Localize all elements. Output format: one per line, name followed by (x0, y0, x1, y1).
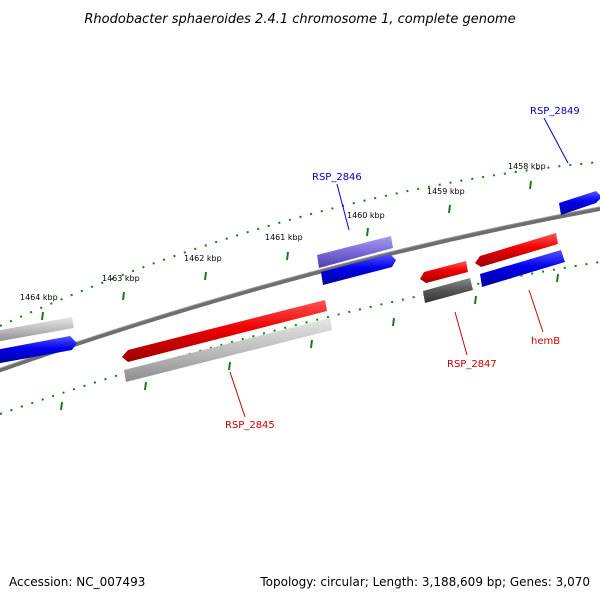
cds-feature-reverse (321, 254, 396, 285)
gene-label-rsp-2847: RSP_2847 (447, 359, 497, 370)
kbp-label: 1460 kbp (347, 211, 385, 220)
kbp-labels: 1464 kbp 1463 kbp 1462 kbp 1461 kbp 1460… (20, 162, 546, 302)
misc-feature (317, 236, 393, 268)
kbp-label: 1464 kbp (20, 293, 58, 302)
gene-label-hemb: hemB (531, 336, 560, 347)
outer-major-ticks (41, 180, 532, 321)
rna-feature (423, 278, 473, 303)
cds-feature-forward (420, 261, 468, 283)
map-title: Rhodobacter sphaeroides 2.4.1 chromosome… (84, 12, 515, 27)
outer-tick-ring (0, 161, 600, 327)
gene-labels: RSP_2849 RSP_2846 RSP_2845 RSP_2847 hemB (225, 106, 580, 431)
cds-feature-forward (122, 300, 327, 362)
cds-feature-reverse (559, 191, 600, 215)
cds-feature-forward (475, 233, 558, 267)
kbp-label: 1462 kbp (184, 254, 222, 263)
genome-summary-text: Topology: circular; Length: 3,188,609 bp… (259, 575, 590, 589)
cds-feature-reverse (0, 336, 77, 364)
gene-feature (0, 317, 74, 342)
features (0, 191, 600, 382)
gene-label-rsp-2846: RSP_2846 (312, 172, 362, 183)
inner-major-ticks (60, 273, 559, 411)
accession-text: Accession: NC_007493 (9, 575, 145, 589)
kbp-label: 1461 kbp (265, 233, 303, 242)
gene-label-rsp-2845: RSP_2845 (225, 420, 275, 431)
gene-label-rsp-2849: RSP_2849 (530, 106, 580, 117)
kbp-label: 1459 kbp (427, 187, 465, 196)
kbp-label: 1463 kbp (102, 274, 140, 283)
label-leaders (229, 117, 569, 418)
genome-backbone (0, 206, 600, 373)
cds-feature-reverse (480, 250, 565, 287)
kbp-label: 1458 kbp (508, 162, 546, 171)
inner-tick-ring (0, 261, 600, 415)
gene-feature (124, 318, 332, 382)
